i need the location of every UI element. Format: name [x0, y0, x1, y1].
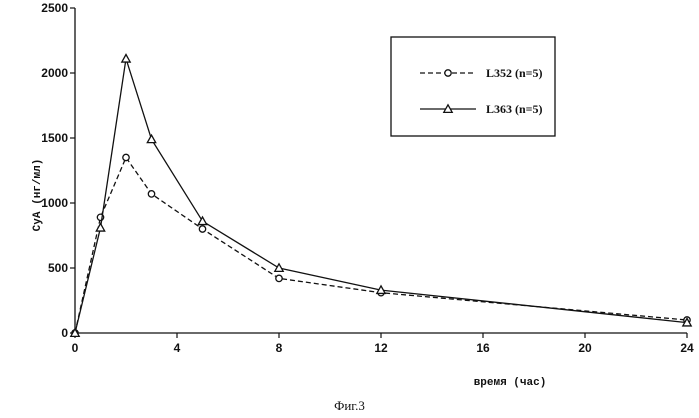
legend-label-l352: L352 (n=5): [486, 66, 543, 80]
x-tick-label: 0: [72, 341, 79, 355]
y-tick-label: 1500: [41, 131, 68, 145]
series-l352: [72, 154, 690, 336]
x-axis-title: время (час): [474, 377, 547, 389]
y-tick-label: 2000: [41, 66, 68, 80]
legend-marker-l352: [445, 70, 451, 76]
y-tick-label: 2500: [41, 1, 68, 15]
data-point-l352: [123, 154, 129, 160]
y-axis-title: CyA (нг/мл): [32, 159, 44, 232]
y-tick-label: 500: [48, 261, 68, 275]
series-l363: [71, 55, 691, 337]
data-point-l352: [276, 275, 282, 281]
x-tick-label: 20: [578, 341, 592, 355]
data-point-l363: [96, 224, 104, 232]
series-layer: [71, 55, 691, 337]
legend: L352 (n=5) L363 (n=5): [391, 37, 555, 136]
axis-ticks: 0 500 1000 1500 2000 2500 0 4 8 12 16 20 24: [41, 1, 694, 355]
series-line-l352: [75, 158, 687, 334]
legend-box: [391, 37, 555, 136]
x-tick-label: 24: [680, 341, 694, 355]
y-tick-label: 1000: [41, 196, 68, 210]
x-tick-label: 12: [374, 341, 388, 355]
legend-label-l363: L363 (n=5): [486, 102, 543, 116]
data-point-l352: [199, 226, 205, 232]
x-tick-label: 4: [174, 341, 181, 355]
data-point-l363: [198, 217, 206, 225]
data-point-l363: [122, 55, 130, 63]
axes: [75, 8, 687, 333]
figure-caption: Фиг.3: [0, 398, 699, 414]
data-point-l363: [147, 135, 155, 143]
data-point-l363: [275, 264, 283, 272]
x-tick-label: 8: [276, 341, 283, 355]
x-tick-label: 16: [476, 341, 490, 355]
data-point-l352: [148, 191, 154, 197]
y-tick-label: 0: [61, 326, 68, 340]
